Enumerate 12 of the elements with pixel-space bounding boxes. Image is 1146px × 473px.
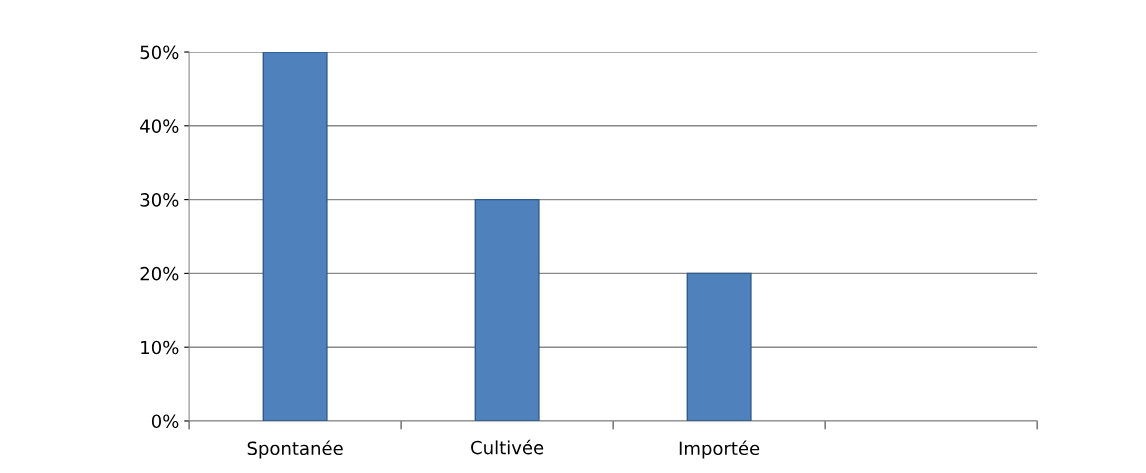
bar — [474, 198, 540, 421]
bar — [686, 272, 752, 421]
x-tick-label: Spontanée — [247, 440, 343, 459]
x-tick-label: Cultivée — [471, 439, 544, 455]
x-tick-label: Importée — [679, 440, 760, 459]
bar — [262, 52, 328, 421]
y-tick-label: 20% — [140, 266, 179, 281]
y-tick-label: 30% — [140, 193, 179, 207]
y-tick-label: 50% — [140, 45, 179, 60]
y-tick-label: 40% — [140, 119, 179, 133]
y-tick-label: 10% — [141, 340, 179, 355]
y-tick-label: 0% — [151, 414, 179, 429]
